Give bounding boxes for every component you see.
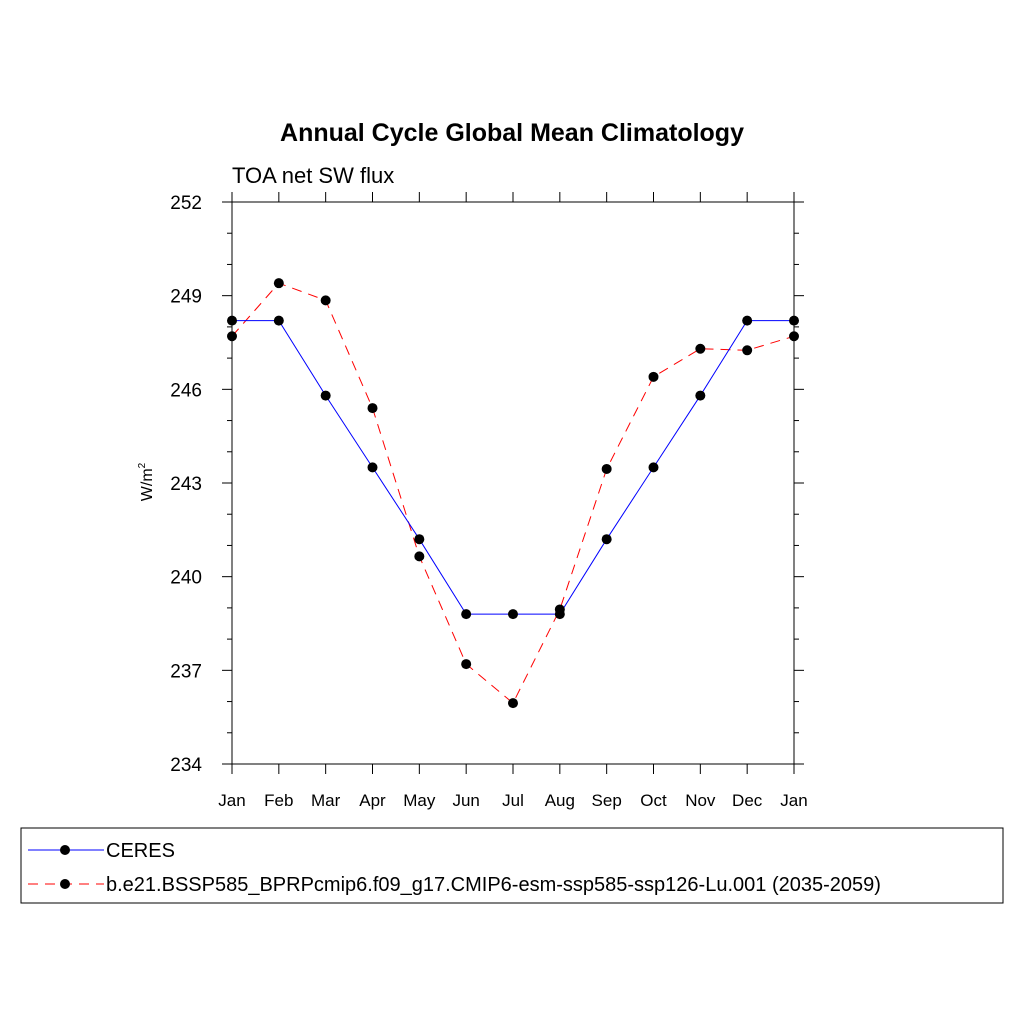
legend: CERES b.e21.BSSP585_BPRPcmip6.f09_g17.CM… [20,827,1004,904]
legend-box [20,827,1004,904]
x-tick-label: Nov [685,791,716,810]
series-line-0 [232,320,794,615]
series-1-point [695,343,706,354]
series-0-point [648,462,659,473]
y-tick-label: 249 [170,287,202,308]
y-tick-label: 246 [170,380,202,401]
x-tick-label: Feb [264,791,293,810]
series-1-point [227,331,237,342]
x-tick-label: Jun [452,791,479,810]
y-tick-label: 234 [170,755,202,776]
series-1-point [789,331,799,342]
series-0-point [601,534,612,545]
x-tick-label: Mar [311,791,341,810]
x-tick-label: Aug [545,791,575,810]
y-axis-label-text: W/m [139,468,156,501]
series-0-point [742,315,753,326]
x-tick-label: Jan [218,791,245,810]
y-tick-label: 240 [170,568,202,589]
series-0-point [695,390,706,401]
legend-label-model: b.e21.BSSP585_BPRPcmip6.f09_g17.CMIP6-es… [106,874,881,896]
x-tick-label: Sep [592,791,622,810]
y-axis-label-superscript: 2 [137,462,148,468]
series-1-point [601,463,612,474]
series-0-point [554,609,565,620]
chart-subtitle: TOA net SW flux [232,163,394,188]
series-0-point [508,609,518,620]
plot-frame [231,201,795,765]
series-0-point [789,315,799,326]
series-1-point [273,278,284,289]
legend-marker-ceres [60,845,70,855]
series-line-1 [231,282,795,704]
series-0-point [367,462,378,473]
series-1-point [461,659,472,670]
legend-label-ceres: CERES [106,840,175,862]
series-0-point [227,315,237,326]
x-tick-label: Jan [780,791,807,810]
x-tick-label: Dec [732,791,763,810]
series-0-point [461,609,472,620]
series-0-point [320,390,331,401]
series-1-point [648,371,659,382]
legend-entry-ceres: CERES [28,840,175,862]
series-0-point [273,315,284,326]
series-1-point [367,403,378,414]
series-1-point [414,551,425,562]
series-0-point [414,534,425,545]
y-tick-label: 243 [170,474,202,495]
x-tick-label: Jul [502,791,524,810]
chart-title: Annual Cycle Global Mean Climatology [280,119,744,147]
x-tick-label: Oct [640,791,667,810]
y-axis-label: W/m2 [137,462,156,501]
y-tick-label: 237 [170,661,202,682]
legend-entry-model: b.e21.BSSP585_BPRPcmip6.f09_g17.CMIP6-es… [28,874,881,896]
series-1-point [320,295,331,306]
series-1-point [508,698,518,709]
axes: 234 237 240 243 246 249 252 Jan Feb Mar Apr May Jun J… [170,192,808,810]
plot-series [227,278,799,709]
series-1-point [742,345,753,356]
x-tick-label: May [403,791,436,810]
legend-marker-model [60,879,70,889]
x-tick-label: Apr [359,791,386,810]
y-tick-label: 252 [170,193,202,214]
